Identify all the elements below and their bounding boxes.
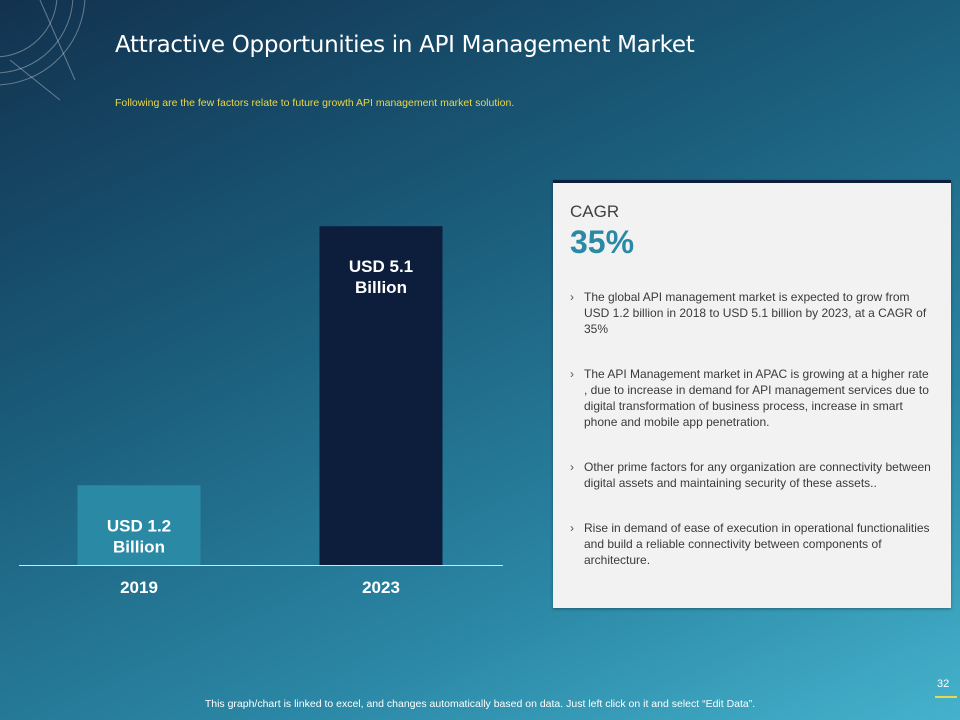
x-tick-label: 2019 <box>120 578 158 597</box>
chevron-right-icon: › <box>570 367 574 381</box>
page-subtitle: Following are the few factors relate to … <box>115 97 515 109</box>
bullet-item: › Other prime factors for any organizatio… <box>570 459 932 491</box>
bullet-list: › The global API management market is exp… <box>570 289 932 597</box>
data-label-2023: USD 5.1 Billion <box>349 257 413 297</box>
bullet-item: › The global API management market is exp… <box>570 289 932 337</box>
x-tick-label: 2023 <box>362 578 400 597</box>
decorative-circles-icon <box>0 0 86 101</box>
bullet-item: › The API Management market in APAC is gr… <box>570 366 932 430</box>
cagr-card: CAGR 35% › The global API management mark… <box>553 180 951 608</box>
bullet-text: The global API management market is expe… <box>584 290 927 336</box>
bullet-text: Rise in demand of ease of execution in o… <box>584 521 930 567</box>
page-title: Attractive Opportunities in API Manageme… <box>115 32 695 58</box>
bullet-text: The API Management market in APAC is gro… <box>584 367 929 429</box>
bar-chart[interactable]: USD 1.2 Billion 2019 USD 5.1 Billion 2023 <box>0 0 520 720</box>
cagr-label: CAGR <box>570 202 620 221</box>
cagr-value: 35% <box>570 224 635 260</box>
data-label-2019: USD 1.2 Billion <box>107 516 171 556</box>
page-number-underline <box>935 696 957 698</box>
bullet-item: › Rise in demand of ease of execution in … <box>570 520 932 568</box>
chevron-right-icon: › <box>570 290 574 304</box>
page-number: 32 <box>937 678 950 690</box>
bullet-text: Other prime factors for any organization… <box>584 460 931 490</box>
chevron-right-icon: › <box>570 460 574 474</box>
bar-2019[interactable] <box>77 485 201 565</box>
bar-2023[interactable] <box>319 226 443 565</box>
chevron-right-icon: › <box>570 521 574 535</box>
footer-note: This graph/chart is linked to excel, and… <box>204 698 756 710</box>
